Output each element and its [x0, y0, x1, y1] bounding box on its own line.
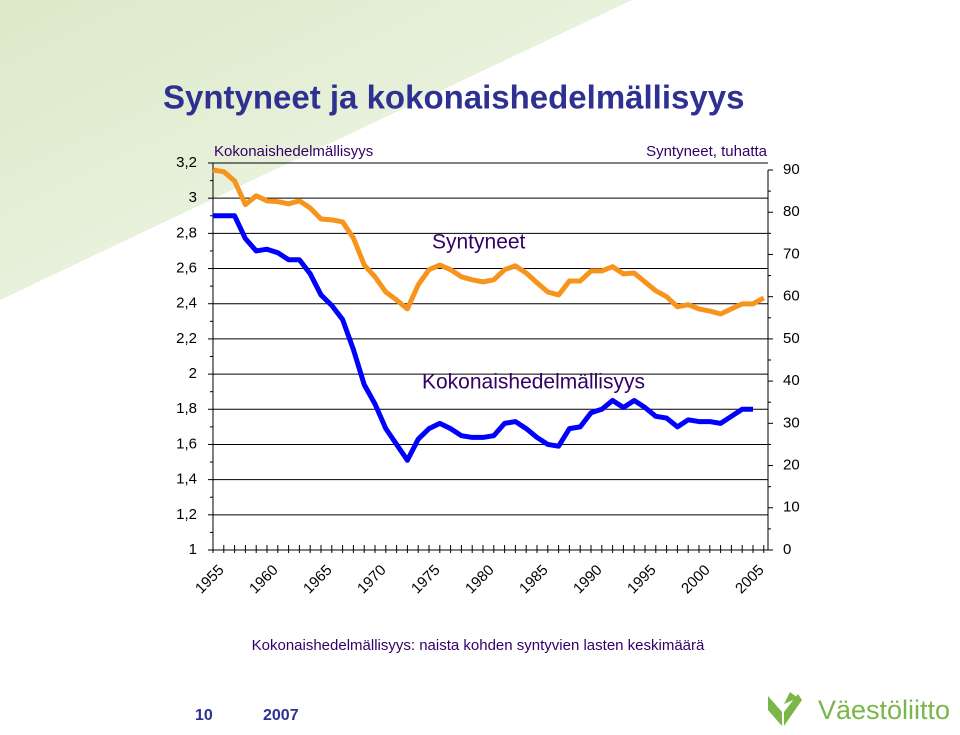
y2-tick-label: 50	[783, 330, 800, 347]
y-tick-label: 2,8	[176, 224, 197, 241]
y-tick-label: 1,4	[176, 471, 197, 488]
background-shape	[0, 0, 632, 300]
series-label: Kokonaishedelmällisyys	[422, 371, 645, 394]
note: Kokonaishedelmällisyys: naista kohden sy…	[252, 637, 705, 654]
y-tick-label: 1,2	[176, 506, 197, 523]
y2-tick-label: 30	[783, 414, 800, 431]
page-number: 10	[195, 707, 213, 724]
x-tick-label: 1975	[408, 562, 444, 598]
chart-title: Syntyneet ja kokonaishedelmällisyys	[163, 79, 744, 116]
plot-area: 1 1,2 1,4 1,6 1,8 2 2,2 2,4 2,6 2,8 3 3,2 0 10 20 30 40 5…	[176, 154, 800, 597]
y-tick-label: 1,8	[176, 400, 197, 417]
x-tick-label: 1985	[516, 562, 552, 598]
year: 2007	[263, 707, 299, 724]
y2-tick-label: 0	[783, 541, 791, 558]
logo-leaf	[784, 692, 798, 704]
x-tick-label: 2005	[732, 562, 768, 598]
y-tick-label: 2,4	[176, 295, 197, 312]
logo-text: Väestöliitto	[818, 695, 950, 725]
x-tick-label: 1960	[246, 562, 282, 598]
y-tick-label: 2	[189, 365, 197, 382]
logo-leaf	[784, 694, 802, 726]
y-axis-title: Kokonaishedelmällisyys	[214, 143, 373, 160]
y2-tick-label: 90	[783, 161, 800, 178]
y-tick-label: 3	[189, 189, 197, 206]
y2-tick-label: 40	[783, 372, 800, 389]
y2-tick-label: 70	[783, 245, 800, 262]
logo-icon	[768, 692, 802, 726]
x-tick-label: 1980	[462, 562, 498, 598]
y2-tick-label: 60	[783, 288, 800, 305]
y-tick-label: 3,2	[176, 154, 197, 171]
y-tick-label: 2,2	[176, 330, 197, 347]
y-tick-label: 1,6	[176, 435, 197, 452]
x-tick-label: 1990	[570, 562, 606, 598]
y-tick-label: 2,6	[176, 260, 197, 277]
y2-tick-label: 10	[783, 499, 800, 516]
logo-leaf	[768, 696, 782, 726]
x-tick-label: 1995	[624, 562, 660, 598]
series-label: Syntyneet	[432, 231, 526, 254]
y2-axis-title: Syntyneet, tuhatta	[646, 143, 768, 160]
x-tick-label: 1965	[300, 562, 336, 598]
series-line	[212, 167, 766, 317]
x-tick-label: 2000	[678, 562, 714, 598]
series-line	[213, 213, 753, 463]
y-tick-label: 1	[189, 541, 197, 558]
x-tick-label: 1970	[354, 562, 390, 598]
x-tick-label: 1955	[192, 562, 228, 598]
y2-tick-label: 80	[783, 203, 800, 220]
y2-tick-label: 20	[783, 457, 800, 474]
